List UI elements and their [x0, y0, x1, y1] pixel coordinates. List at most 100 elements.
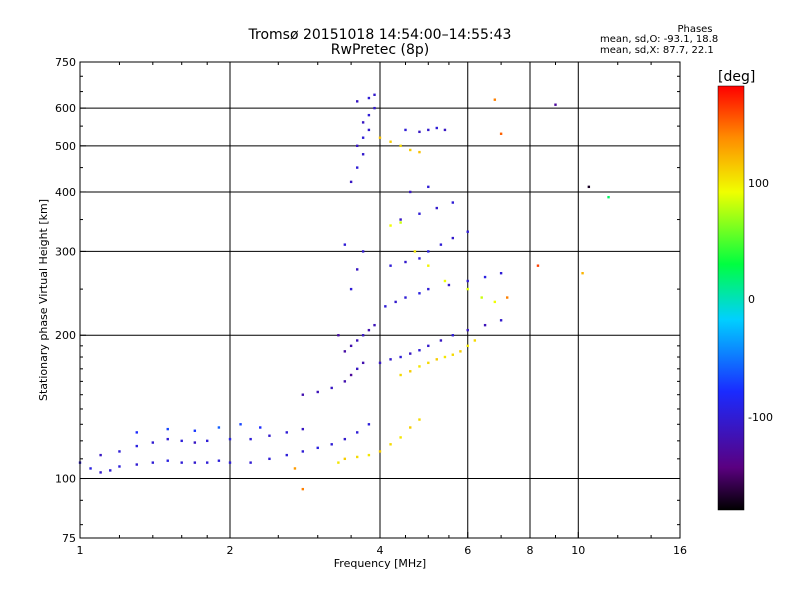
data-point: [554, 103, 557, 106]
data-point: [355, 455, 359, 459]
data-point: [443, 128, 447, 132]
data-point: [451, 353, 455, 356]
data-point: [135, 444, 138, 448]
data-point: [389, 264, 392, 267]
data-point: [466, 328, 469, 332]
data-point: [361, 361, 365, 365]
chart-subtitle: RwPretec (8p): [330, 42, 430, 58]
data-point: [536, 264, 540, 267]
data-point: [404, 296, 407, 299]
data-point: [418, 257, 421, 260]
data-point: [367, 113, 371, 117]
data-point: [193, 441, 197, 444]
data-point: [404, 128, 407, 132]
data-point: [399, 355, 402, 359]
data-point: [378, 361, 382, 365]
data-point: [409, 190, 412, 194]
data-point: [466, 279, 469, 283]
data-point: [473, 339, 477, 342]
y-tick-label: 400: [55, 186, 76, 199]
data-point: [361, 136, 365, 139]
data-point: [418, 212, 421, 215]
data-point: [367, 423, 371, 426]
data-point: [349, 287, 353, 291]
data-point: [343, 243, 347, 246]
data-point: [435, 126, 438, 130]
data-point: [301, 450, 305, 453]
data-point: [99, 453, 102, 457]
data-point: [268, 457, 271, 461]
data-point: [373, 323, 376, 327]
data-point: [389, 443, 392, 446]
data-point: [466, 344, 469, 348]
data-point: [427, 264, 430, 267]
data-point: [217, 426, 221, 429]
data-point: [343, 437, 347, 441]
data-point: [587, 185, 591, 189]
data-point: [427, 250, 430, 253]
data-point: [399, 221, 402, 224]
data-point: [581, 272, 584, 275]
x-tick-label: 6: [464, 544, 471, 557]
data-point: [493, 300, 497, 304]
y-tick-label: 500: [55, 140, 76, 153]
data-point: [399, 218, 402, 221]
data-point: [316, 390, 319, 394]
data-point: [399, 144, 402, 148]
colorbar-unit: [deg]: [718, 69, 756, 85]
data-point: [285, 453, 288, 457]
data-point: [316, 446, 319, 450]
data-point: [447, 283, 451, 287]
phases-stats-o: mean, sd,O: -93.1, 18.8: [600, 34, 719, 45]
phases-stats-x: mean, sd,X: 87.7, 22.1: [600, 45, 714, 56]
y-tick-label: 600: [55, 102, 76, 115]
data-point: [367, 328, 371, 332]
data-point: [427, 344, 430, 348]
x-tick-label: 1: [77, 544, 84, 557]
axis-ticks: 1 2 4 6 8 10 16 75 100 200 300 400 500 600 750: [55, 56, 687, 557]
data-point: [418, 365, 421, 368]
data-point: [361, 334, 365, 337]
data-point: [418, 418, 421, 421]
data-point: [443, 279, 447, 283]
colorbar-tick-label: 100: [748, 177, 769, 190]
data-point: [409, 352, 412, 355]
data-point: [399, 436, 402, 439]
data-point: [151, 461, 155, 464]
data-point: [180, 439, 183, 443]
data-point: [373, 106, 376, 110]
y-tick-label: 75: [62, 532, 76, 545]
data-point: [439, 339, 443, 342]
data-point: [301, 393, 305, 396]
data-point: [480, 296, 483, 299]
data-point: [355, 431, 359, 434]
data-point: [166, 459, 169, 462]
data-point: [427, 287, 430, 291]
data-point: [268, 434, 271, 437]
data-point: [349, 180, 353, 184]
data-point: [249, 461, 252, 464]
data-point: [355, 268, 359, 271]
data-point: [409, 148, 412, 152]
data-point: [443, 355, 447, 359]
data-point: [367, 128, 371, 132]
data-point: [483, 323, 487, 327]
data-point: [349, 373, 353, 377]
data-point: [349, 344, 353, 348]
phases-stats-title: Phases: [677, 24, 713, 35]
data-point: [217, 459, 221, 462]
data-point: [118, 465, 121, 468]
data-point: [330, 443, 333, 446]
x-tick-label: 8: [527, 544, 534, 557]
data-point: [355, 100, 359, 103]
data-point: [330, 386, 333, 390]
data-point: [404, 260, 407, 264]
data-point: [466, 230, 469, 233]
data-point: [418, 292, 421, 295]
data-point: [361, 250, 365, 253]
colorbar-tick-label: -100: [748, 411, 773, 424]
data-point: [301, 427, 305, 431]
data-point: [373, 93, 376, 96]
data-point: [239, 423, 242, 426]
data-point: [228, 461, 232, 464]
